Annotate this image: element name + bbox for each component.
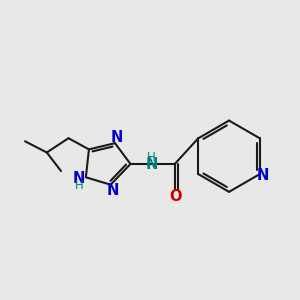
Text: N: N: [146, 157, 158, 172]
Text: N: N: [107, 183, 119, 198]
Text: N: N: [110, 130, 123, 145]
Text: N: N: [73, 171, 85, 186]
Text: O: O: [169, 189, 182, 204]
Text: H: H: [75, 178, 83, 191]
Text: N: N: [256, 168, 268, 183]
Text: H: H: [147, 151, 156, 164]
